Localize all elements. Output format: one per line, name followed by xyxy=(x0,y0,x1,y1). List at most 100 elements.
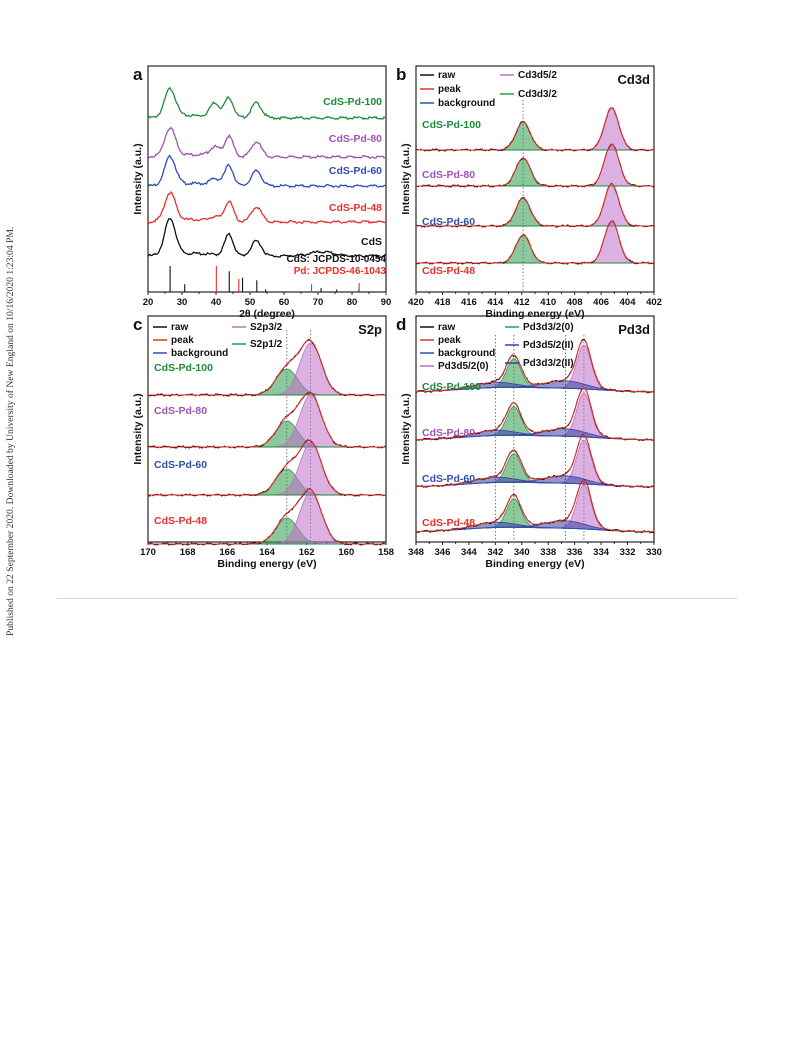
component-fill xyxy=(494,121,553,151)
series-label: CdS-Pd-80 xyxy=(422,169,475,181)
y-axis-title: Intensity (a.u.) xyxy=(132,393,144,464)
x-tick-label: 344 xyxy=(461,547,478,558)
x-tick-label: 170 xyxy=(140,547,156,558)
series-label: CdS-Pd-100 xyxy=(323,96,382,108)
legend-label: Pd3d3/2(II) xyxy=(523,358,574,369)
series-label: CdS-Pd-48 xyxy=(154,515,207,527)
legend-label: peak xyxy=(438,84,461,95)
legend-label: Cd3d3/2 xyxy=(518,89,557,100)
x-axis-title: Binding energy (eV) xyxy=(217,558,316,570)
series-label: CdS-Pd-48 xyxy=(329,202,382,214)
legend-label: raw xyxy=(438,70,455,81)
legend-label: peak xyxy=(171,335,194,346)
xrd-series-line xyxy=(147,191,387,225)
series-label: CdS-Pd-80 xyxy=(329,133,382,145)
legend-label: S2p3/2 xyxy=(250,322,283,333)
page-divider xyxy=(57,598,737,599)
x-tick-label: 416 xyxy=(461,297,477,308)
y-axis-title: Intensity (a.u.) xyxy=(400,393,412,464)
peak-fit-line xyxy=(148,339,386,396)
xrd-series-line xyxy=(147,154,387,189)
x-axis-title: Binding energy (eV) xyxy=(485,308,584,320)
y-axis-title: Intensity (a.u.) xyxy=(400,143,412,214)
component-fill xyxy=(494,157,553,187)
reference-label: CdS: JCPDS-10-0454 xyxy=(287,254,387,265)
x-tick-label: 418 xyxy=(435,297,451,308)
x-tick-label: 414 xyxy=(487,297,504,308)
x-tick-label: 342 xyxy=(487,547,503,558)
side-note: Published on 22 September 2020. Download… xyxy=(5,227,16,636)
panel-b: 420 418 416 414 412 410 408 406 404 402 Binding en… xyxy=(396,65,662,320)
x-tick-label: 80 xyxy=(347,297,358,308)
xrd-series-line xyxy=(147,126,387,160)
x-tick-label: 334 xyxy=(593,547,610,558)
panel-letter: b xyxy=(396,65,406,84)
x-tick-label: 60 xyxy=(279,297,290,308)
panel-letter: a xyxy=(133,65,143,84)
panel-letter: d xyxy=(396,315,406,334)
series-label: CdS-Pd-48 xyxy=(422,517,475,529)
panel-a: 20 30 40 50 60 70 80 90 2θ (degree) Intensity (a.… xyxy=(132,65,391,320)
panel-c: 170 168 166 164 162 160 158 Binding energy (eV)… xyxy=(132,315,394,570)
series-label: CdS-Pd-60 xyxy=(422,473,475,485)
x-tick-label: 330 xyxy=(646,547,662,558)
peak-fit-line xyxy=(416,479,654,533)
legend-label: raw xyxy=(171,322,188,333)
series-label: CdS-Pd-80 xyxy=(154,405,207,417)
legend-label: Pd3d3/2(0) xyxy=(523,322,574,333)
peak-fit-line xyxy=(416,434,654,488)
peak-fit-line xyxy=(416,143,654,187)
series-label: CdS-Pd-80 xyxy=(422,427,475,439)
x-tick-label: 164 xyxy=(259,547,276,558)
legend-label: raw xyxy=(438,322,455,333)
peak-fit-line xyxy=(148,391,386,448)
component-fill xyxy=(494,197,553,227)
legend-label: Pd3d5/2(0) xyxy=(438,361,489,372)
reference-label: Pd: JCPDS-46-1043 xyxy=(294,266,387,277)
x-tick-label: 90 xyxy=(381,297,392,308)
x-tick-label: 50 xyxy=(245,297,256,308)
xrd-xps-figure: 20 30 40 50 60 70 80 90 2θ (degree) Intensity (a.… xyxy=(132,65,662,570)
side-note-text: Published on 22 September 2020. Download… xyxy=(5,227,16,636)
x-tick-label: 70 xyxy=(313,297,324,308)
series-label: CdS-Pd-48 xyxy=(422,265,475,277)
x-tick-label: 168 xyxy=(180,547,196,558)
peak-fit-line xyxy=(416,339,654,393)
x-tick-label: 338 xyxy=(540,547,556,558)
x-tick-label: 346 xyxy=(435,547,451,558)
peak-fit-line xyxy=(416,220,654,264)
x-tick-label: 332 xyxy=(620,547,636,558)
legend-label: background xyxy=(171,348,228,359)
peak-fit-line xyxy=(416,107,654,151)
x-tick-label: 162 xyxy=(299,547,315,558)
x-tick-label: 20 xyxy=(143,297,154,308)
component-fill xyxy=(494,234,553,264)
x-tick-label: 160 xyxy=(338,547,354,558)
component-fill xyxy=(582,183,641,227)
legend-label: background xyxy=(438,348,495,359)
x-tick-label: 410 xyxy=(540,297,556,308)
x-tick-label: 406 xyxy=(593,297,609,308)
panel-title: Cd3d xyxy=(618,72,651,87)
y-axis-title: Intensity (a.u.) xyxy=(132,143,144,214)
series-label: CdS-Pd-100 xyxy=(154,362,213,374)
x-tick-label: 340 xyxy=(514,547,530,558)
x-tick-label: 336 xyxy=(567,547,583,558)
peak-fit-line xyxy=(148,488,386,545)
x-tick-label: 40 xyxy=(211,297,222,308)
x-axis-title: 2θ (degree) xyxy=(239,308,295,320)
x-tick-label: 158 xyxy=(378,547,394,558)
xrd-series-line xyxy=(147,86,387,121)
legend-label: background xyxy=(438,98,495,109)
x-tick-label: 420 xyxy=(408,297,424,308)
raw-line xyxy=(147,391,387,449)
component-fill xyxy=(582,220,641,264)
series-label: CdS-Pd-100 xyxy=(422,119,481,131)
panel-d: 348 346 344 342 340 338 336 334 332 330 Binding en… xyxy=(396,315,662,570)
x-tick-label: 412 xyxy=(514,297,530,308)
legend-label: S2p1/2 xyxy=(250,339,283,350)
series-label: CdS-Pd-60 xyxy=(422,216,475,228)
panel-letter: c xyxy=(133,315,142,334)
legend-label: peak xyxy=(438,335,461,346)
series-label: CdS-Pd-100 xyxy=(422,381,481,393)
